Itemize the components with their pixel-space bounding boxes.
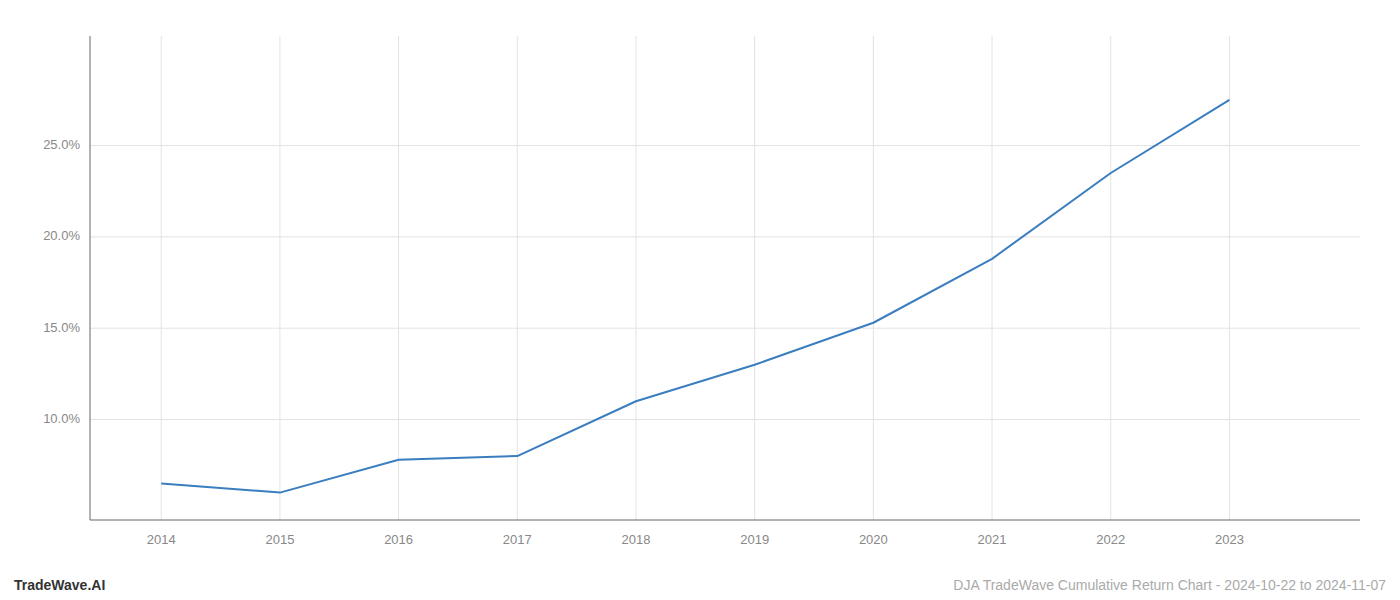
y-axis-line xyxy=(90,36,91,520)
x-tick-label: 2018 xyxy=(622,532,651,547)
footer-right: DJA TradeWave Cumulative Return Chart - … xyxy=(953,577,1386,593)
y-grid-line xyxy=(90,236,1360,237)
y-grid-line xyxy=(90,328,1360,329)
x-grid-line xyxy=(635,36,636,520)
chart-container: 2014 2015 2016 2017 2018 2019 2020 2021 2022 2023… xyxy=(0,0,1400,600)
y-tick-label: 15.0% xyxy=(43,320,80,335)
y-grid-line xyxy=(90,419,1360,420)
x-tick-label: 2020 xyxy=(859,532,888,547)
x-tick-label: 2022 xyxy=(1096,532,1125,547)
y-tick-label: 10.0% xyxy=(43,411,80,426)
y-tick-labels: 10.0% 15.0% 20.0% 25.0% xyxy=(43,137,80,426)
x-grid-line xyxy=(398,36,399,520)
data-line xyxy=(161,100,1229,493)
y-tick-label: 25.0% xyxy=(43,137,80,152)
x-tick-label: 2014 xyxy=(147,532,176,547)
x-tick-label: 2023 xyxy=(1215,532,1244,547)
x-grid-line xyxy=(873,36,874,520)
x-tick-label: 2017 xyxy=(503,532,532,547)
y-grid-line xyxy=(90,145,1360,146)
x-grid-line xyxy=(992,36,993,520)
x-grid-line xyxy=(161,36,162,520)
plot-area xyxy=(161,100,1229,493)
x-grid-line xyxy=(517,36,518,520)
x-grid-line xyxy=(1110,36,1111,520)
footer-left: TradeWave.AI xyxy=(14,577,105,593)
y-tick-label: 20.0% xyxy=(43,228,80,243)
x-tick-label: 2019 xyxy=(740,532,769,547)
x-grid-line xyxy=(1229,36,1230,520)
x-grid-line xyxy=(279,36,280,520)
x-axis-line xyxy=(90,520,1360,521)
x-tick-label: 2016 xyxy=(384,532,413,547)
x-tick-label: 2021 xyxy=(978,532,1007,547)
x-tick-label: 2015 xyxy=(265,532,294,547)
x-grid-line xyxy=(754,36,755,520)
grid xyxy=(90,36,1360,520)
chart-svg: 2014 2015 2016 2017 2018 2019 2020 2021 2022 2023… xyxy=(0,0,1400,600)
x-tick-labels: 2014 2015 2016 2017 2018 2019 2020 2021 2022 2023 xyxy=(147,532,1244,547)
